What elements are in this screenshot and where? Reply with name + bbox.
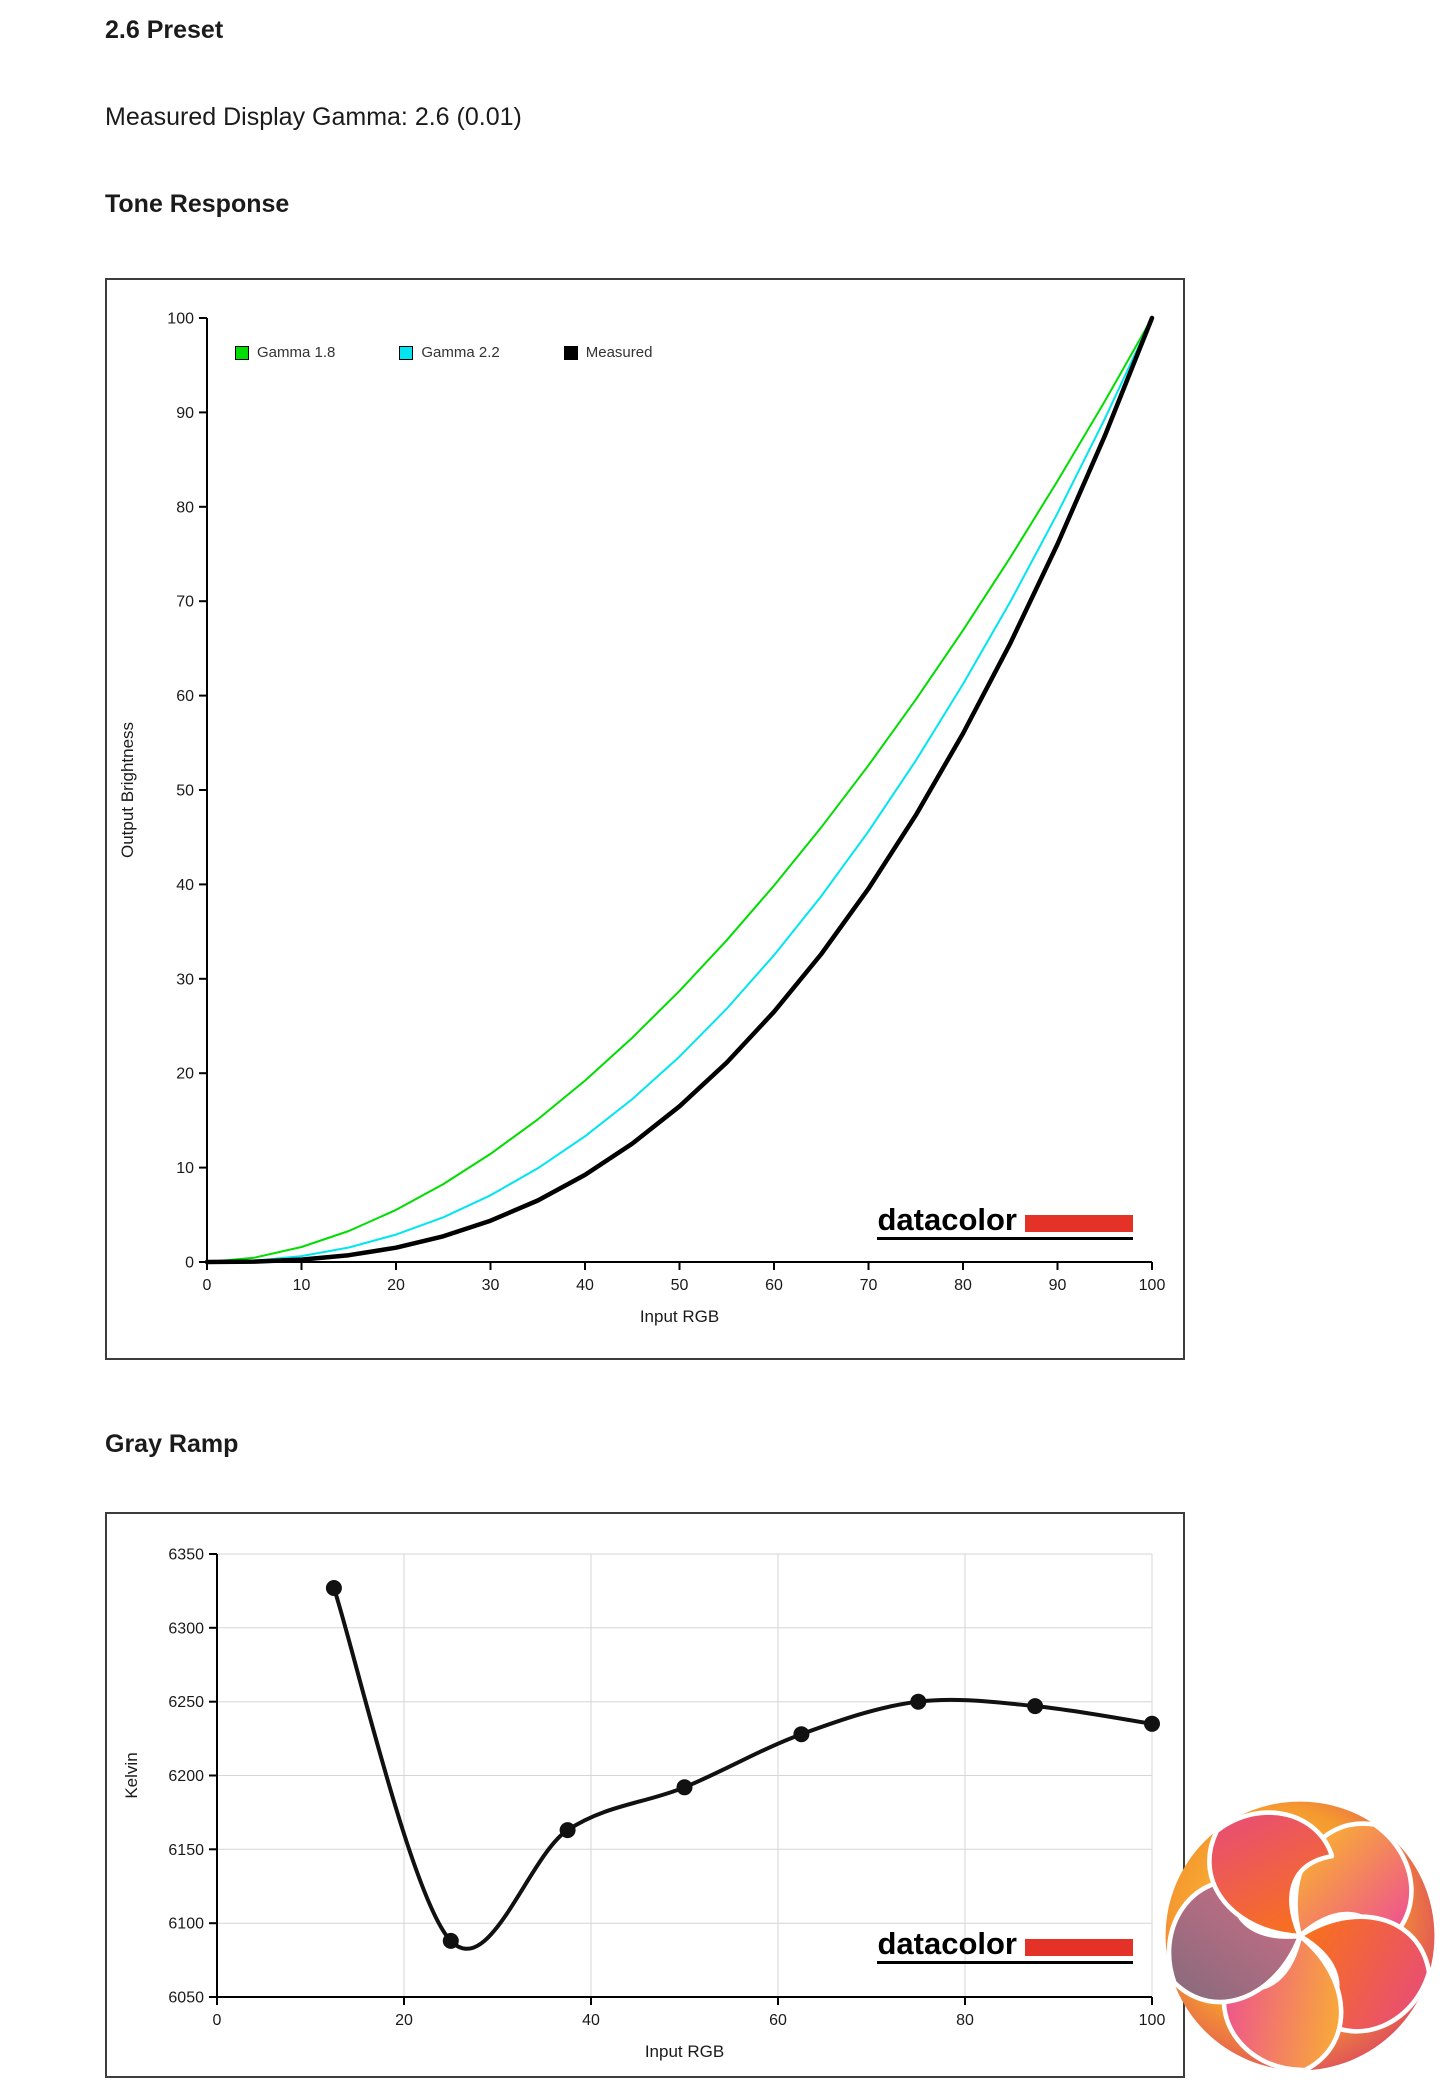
- y-tick-label: 6250: [168, 1694, 204, 1711]
- x-tick-label: 20: [395, 2012, 413, 2029]
- data-point-marker: [793, 1726, 810, 1743]
- datacolor-red-bar: [1025, 1215, 1133, 1232]
- x-tick-label: 40: [576, 1277, 594, 1294]
- data-point-marker: [1027, 1698, 1044, 1715]
- datacolor-red-bar: [1025, 1939, 1133, 1956]
- preset-title: 2.6 Preset: [105, 16, 224, 44]
- tone-response-chart: 0 10 20 30 40 50 60 70 80 90 100 0 10 20 30 40 50 60 70 80 9…: [105, 278, 1185, 1360]
- y-tick-label: 50: [176, 783, 194, 800]
- legend-label: Gamma 1.8: [257, 344, 336, 361]
- x-tick-label: 100: [1139, 1277, 1166, 1294]
- y-tick-label: 60: [176, 688, 194, 705]
- y-tick-label: 6200: [168, 1768, 204, 1785]
- legend-item-gamma-1-8: Gamma 1.8: [235, 344, 335, 361]
- x-tick-label: 90: [1049, 1277, 1067, 1294]
- data-point-marker: [1144, 1715, 1160, 1732]
- y-tick-label: 10: [176, 1160, 194, 1177]
- datacolor-wordmark: datacolor: [877, 1202, 1017, 1237]
- y-tick-label: 30: [176, 971, 194, 988]
- data-point-marker: [676, 1779, 693, 1796]
- legend-item-measured: Measured: [563, 344, 653, 361]
- kitguru-logo: [1165, 1801, 1435, 2073]
- y-tick-label: 6350: [168, 1547, 204, 1564]
- y-axis-label: Kelvin: [122, 1752, 141, 1798]
- x-tick-label: 70: [860, 1277, 878, 1294]
- y-tick-label: 90: [176, 405, 194, 422]
- x-tick-label: 100: [1139, 2012, 1166, 2029]
- legend-item-gamma-2-2: Gamma 2.2: [399, 344, 500, 361]
- y-tick-label: 80: [176, 499, 194, 516]
- y-tick-label: 20: [176, 1066, 194, 1083]
- x-tick-label: 0: [203, 1277, 212, 1294]
- gray-ramp-plot: 0 20 40 60 80 100 6050 6100 6150 6200 6250 6300 6350…: [122, 1547, 1166, 2062]
- datacolor-wordmark: datacolor: [877, 1926, 1017, 1961]
- data-point-marker: [325, 1580, 342, 1596]
- datacolor-logo: datacolor: [877, 1928, 1133, 1964]
- x-tick-label: 50: [671, 1277, 689, 1294]
- data-point-marker: [559, 1822, 576, 1839]
- x-tick-label: 0: [213, 2012, 222, 2029]
- x-tick-label: 10: [293, 1277, 311, 1294]
- x-tick-label: 60: [769, 2012, 787, 2029]
- kitguru-swirl-blades: [1166, 1810, 1432, 2073]
- x-tick-label: 40: [582, 2012, 600, 2029]
- tone-response-heading: Tone Response: [105, 190, 290, 218]
- legend-label: Measured: [585, 344, 653, 361]
- data-point-marker: [910, 1693, 927, 1710]
- series-line-measured: [204, 315, 1155, 1265]
- gray-ramp-heading: Gray Ramp: [105, 1430, 239, 1458]
- x-axis-label: Input RGB: [640, 1307, 719, 1326]
- y-tick-label: 40: [176, 877, 194, 894]
- x-tick-label: 60: [765, 1277, 783, 1294]
- gray-ramp-chart: 0 20 40 60 80 100 6050 6100 6150 6200 6250 6300 6350…: [105, 1512, 1185, 2078]
- y-tick-label: 0: [185, 1255, 194, 1272]
- y-tick-label: 6300: [168, 1620, 204, 1637]
- y-tick-label: 70: [176, 594, 194, 611]
- y-tick-label: 6050: [168, 1990, 204, 2007]
- x-axis-label: Input RGB: [645, 2042, 724, 2061]
- legend-swatch-measured: [563, 345, 578, 360]
- series-line-gamma-1-8: [206, 317, 1153, 1263]
- datacolor-logo: datacolor: [877, 1204, 1133, 1240]
- gamma-readout: Measured Display Gamma: 2.6 (0.01): [105, 103, 522, 131]
- chart-legend: Gamma 1.8 Gamma 2.2 Measured: [235, 344, 652, 361]
- x-tick-label: 20: [387, 1277, 405, 1294]
- y-tick-label: 100: [167, 311, 194, 328]
- y-tick-label: 6100: [168, 1916, 204, 1933]
- x-tick-label: 80: [956, 2012, 974, 2029]
- x-tick-label: 80: [954, 1277, 972, 1294]
- x-tick-label: 30: [482, 1277, 500, 1294]
- tone-response-plot: 0 10 20 30 40 50 60 70 80 90 100 0 10 20 30 40 50 60 70 80 9…: [118, 311, 1166, 1327]
- y-axis-label: Output Brightness: [118, 722, 137, 858]
- series-line-gamma-2-2: [206, 317, 1153, 1263]
- legend-swatch-gamma-2-2: [399, 345, 414, 360]
- legend-label: Gamma 2.2: [421, 344, 500, 361]
- legend-swatch-gamma-1-8: [235, 345, 249, 360]
- y-tick-label: 6150: [168, 1842, 204, 1859]
- data-point-marker: [442, 1932, 459, 1949]
- series-line-measured-white-point: [331, 1586, 1154, 1951]
